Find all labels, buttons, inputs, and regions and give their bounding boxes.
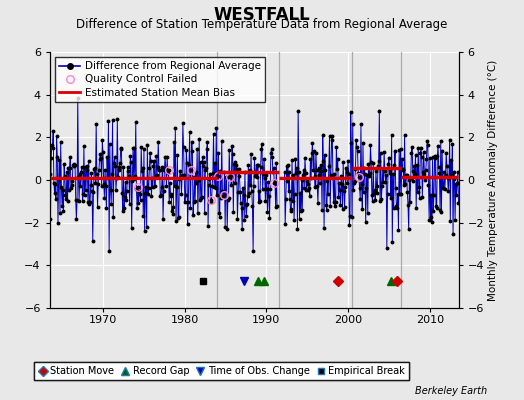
Text: Difference of Station Temperature Data from Regional Average: Difference of Station Temperature Data f… [77, 18, 447, 31]
Y-axis label: Monthly Temperature Anomaly Difference (°C): Monthly Temperature Anomaly Difference (… [488, 59, 498, 301]
Legend: Station Move, Record Gap, Time of Obs. Change, Empirical Break: Station Move, Record Gap, Time of Obs. C… [34, 362, 409, 380]
Text: WESTFALL: WESTFALL [214, 6, 310, 24]
Text: Berkeley Earth: Berkeley Earth [415, 386, 487, 396]
